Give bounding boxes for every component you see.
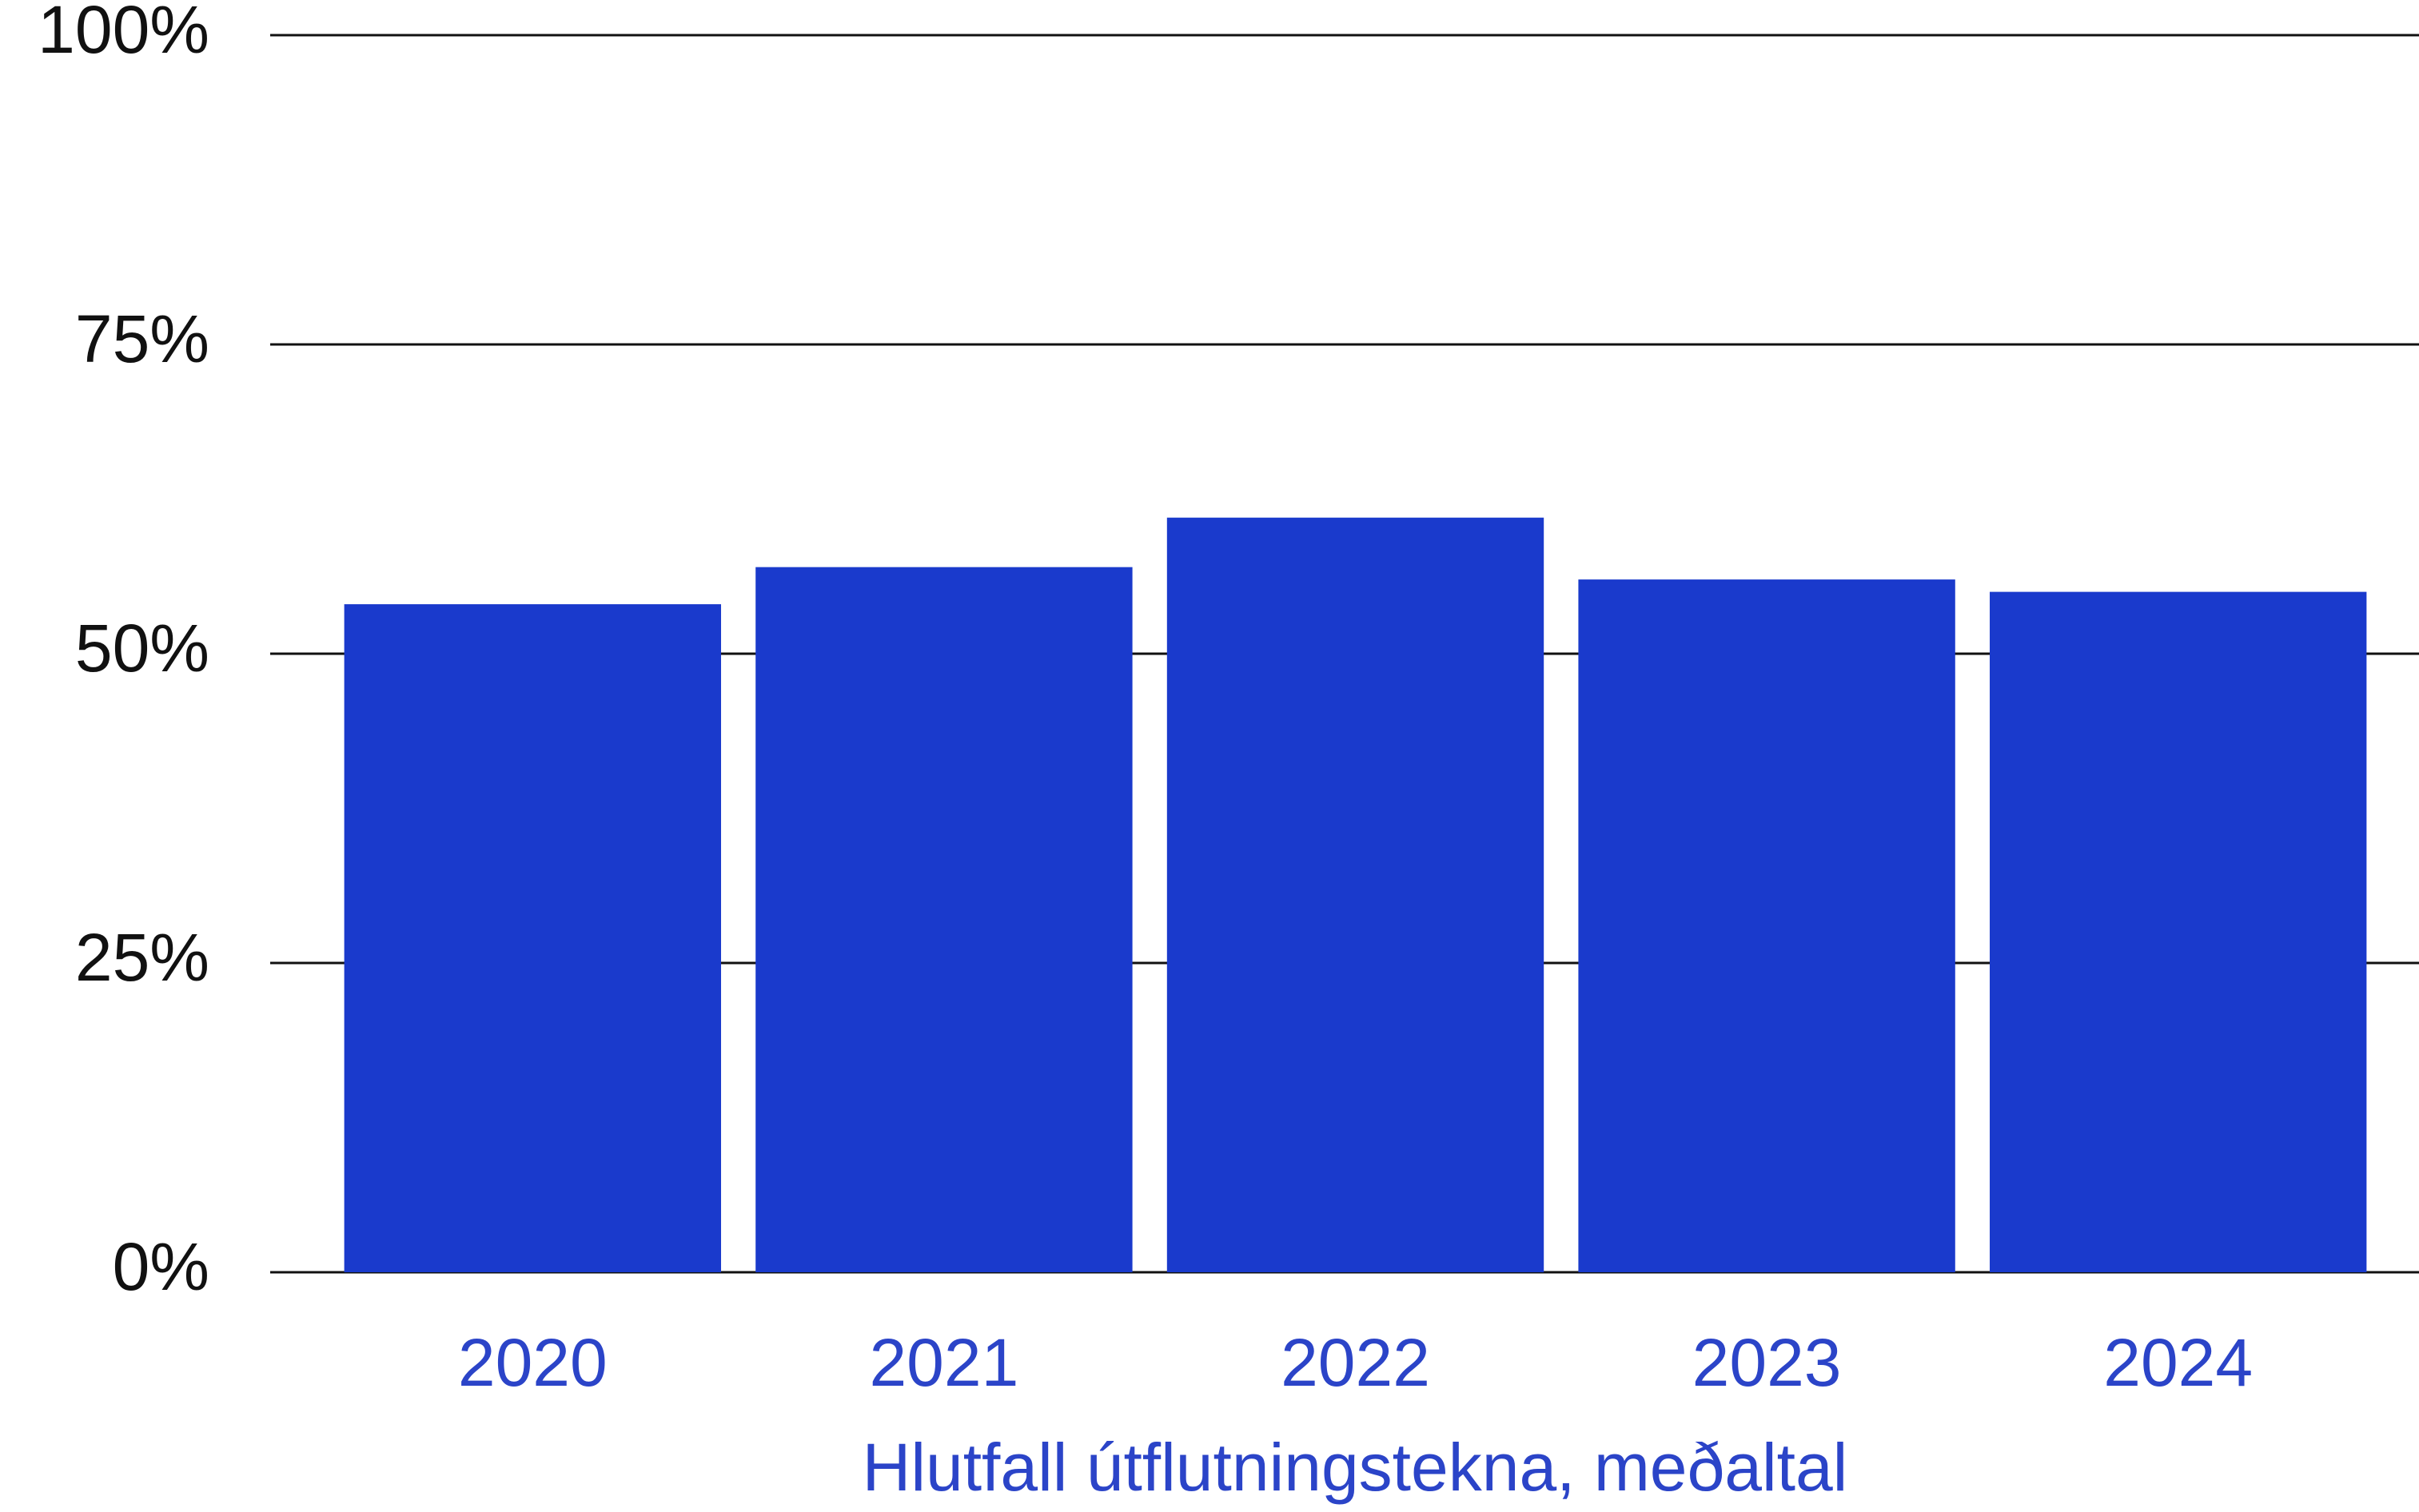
bar — [1166, 517, 1544, 1272]
bar — [344, 604, 721, 1272]
bar — [1578, 579, 1955, 1272]
x-tick-label: 2022 — [1281, 1325, 1430, 1400]
y-tick-label: 75% — [75, 301, 209, 376]
x-tick-label: 2020 — [458, 1325, 608, 1400]
y-tick-label: 0% — [113, 1229, 209, 1304]
x-tick-label: 2023 — [1692, 1325, 1842, 1400]
x-tick-label: 2024 — [2103, 1325, 2253, 1400]
x-axis-label: Hlutfall útflutningstekna, meðaltal — [863, 1430, 1848, 1505]
bar — [755, 567, 1133, 1272]
y-tick-label: 100% — [38, 0, 209, 67]
y-tick-label: 25% — [75, 920, 209, 995]
y-tick-label: 50% — [75, 611, 209, 686]
bar — [1990, 591, 2367, 1272]
x-tick-label: 2021 — [869, 1325, 1018, 1400]
